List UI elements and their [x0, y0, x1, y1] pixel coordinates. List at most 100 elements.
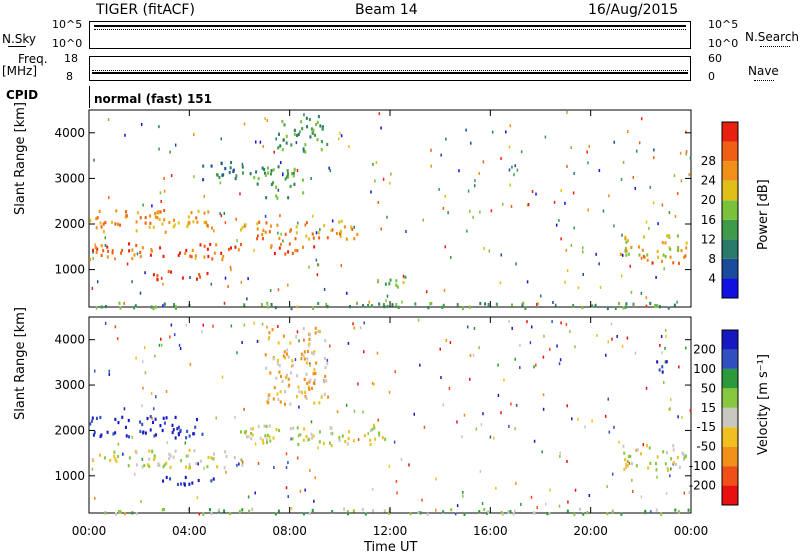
data-speckle [661, 351, 663, 355]
data-speckle [236, 463, 238, 467]
data-cell [625, 249, 628, 253]
nsearch-tick-top: 10^5 [708, 18, 739, 31]
data-speckle [566, 459, 568, 463]
data-speckle [368, 300, 370, 304]
data-cell [203, 244, 206, 248]
data-speckle [296, 169, 299, 173]
data-cell [148, 464, 151, 468]
data-cell [655, 462, 658, 466]
data-cell [89, 258, 92, 262]
data-speckle [549, 347, 551, 351]
data-speckle [493, 436, 495, 440]
data-cell [305, 396, 308, 401]
data-speckle [310, 177, 312, 181]
data-cell [142, 430, 145, 434]
data-cell [664, 241, 667, 245]
x-tick-label: 00:00 [72, 524, 107, 538]
data-cell [287, 355, 290, 359]
data-cell [272, 357, 275, 361]
data-cell [327, 395, 330, 399]
data-cell [264, 171, 267, 175]
data-cell [144, 221, 147, 225]
data-speckle [555, 223, 558, 227]
data-speckle [559, 451, 561, 455]
data-cell [294, 248, 297, 253]
data-cell [190, 255, 193, 259]
data-speckle [544, 135, 547, 139]
data-cell [91, 457, 94, 462]
data-cell [163, 302, 166, 306]
data-cell [258, 220, 261, 224]
data-speckle [551, 320, 553, 324]
data-cell [117, 420, 120, 425]
data-cell [208, 508, 211, 512]
data-speckle [165, 390, 168, 394]
data-cell [139, 420, 142, 424]
data-cell [324, 365, 327, 370]
data-speckle [640, 291, 643, 295]
data-speckle [262, 144, 264, 148]
data-cell [289, 184, 292, 188]
data-cell [280, 374, 283, 379]
data-cell [159, 210, 162, 214]
data-cell [630, 245, 633, 249]
data-cell [316, 138, 319, 142]
data-cell [188, 434, 191, 438]
data-cell [321, 126, 324, 131]
data-cell [243, 430, 246, 434]
data-cell [305, 116, 308, 120]
data-speckle [402, 274, 405, 278]
data-cell [95, 416, 98, 420]
data-cell [164, 230, 167, 234]
data-cell [89, 218, 92, 223]
nave-line-key [754, 80, 774, 81]
data-cell [300, 352, 303, 356]
data-cell [637, 245, 640, 249]
colorbar-tick-label: 50 [701, 381, 716, 395]
data-cell [386, 304, 389, 309]
data-cell [341, 434, 344, 438]
data-cell [185, 454, 188, 458]
data-speckle [94, 243, 96, 247]
data-cell [661, 370, 664, 374]
data-cell [103, 456, 106, 460]
data-cell [343, 507, 346, 511]
data-cell [681, 451, 684, 455]
data-cell [318, 430, 321, 434]
data-speckle [303, 113, 305, 117]
data-cell [285, 175, 288, 179]
data-cell [378, 302, 381, 306]
data-cell [624, 305, 627, 309]
data-speckle [665, 492, 668, 496]
data-cell [308, 237, 311, 241]
data-speckle [526, 203, 529, 207]
data-speckle [254, 442, 257, 446]
data-speckle [570, 146, 572, 150]
data-cell [291, 437, 294, 441]
data-speckle [134, 472, 136, 476]
data-cell [241, 463, 244, 467]
data-speckle [688, 173, 691, 177]
data-cell [287, 377, 290, 381]
data-cell [151, 449, 154, 453]
data-cell [664, 255, 667, 259]
data-cell [188, 463, 191, 467]
data-cell [348, 430, 351, 434]
data-speckle [94, 496, 96, 500]
data-speckle [683, 491, 686, 495]
data-cell [256, 227, 259, 231]
nave-label: Nave [748, 64, 779, 78]
data-cell [283, 123, 286, 127]
data-speckle [256, 339, 259, 343]
data-cell [501, 512, 504, 516]
data-cell [264, 434, 267, 438]
data-cell [638, 253, 641, 257]
data-cell [270, 182, 273, 187]
data-cell [156, 273, 159, 278]
data-cell [192, 220, 195, 224]
data-speckle [490, 209, 493, 213]
data-cell [277, 165, 280, 169]
data-speckle [380, 227, 382, 231]
data-cell [306, 381, 309, 386]
data-speckle [621, 253, 624, 257]
